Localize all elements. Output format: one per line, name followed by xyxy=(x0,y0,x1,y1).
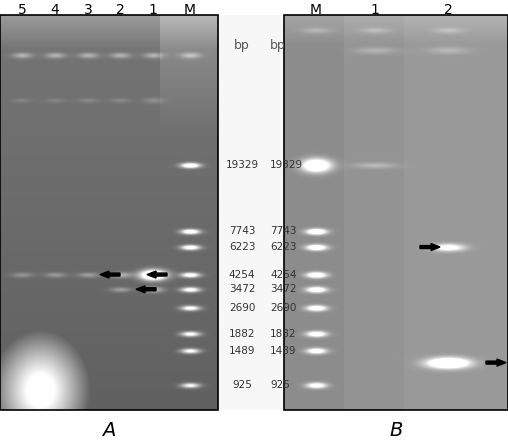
Polygon shape xyxy=(100,271,120,278)
Text: bp: bp xyxy=(234,38,250,52)
Text: 2690: 2690 xyxy=(229,303,255,313)
Text: 2690: 2690 xyxy=(270,303,296,313)
Text: 19329: 19329 xyxy=(270,160,303,170)
Text: 3: 3 xyxy=(84,3,92,17)
Text: 19329: 19329 xyxy=(226,160,259,170)
Text: 1489: 1489 xyxy=(270,346,297,355)
Text: 1882: 1882 xyxy=(270,329,297,339)
Text: 5: 5 xyxy=(18,3,26,17)
Text: 4254: 4254 xyxy=(229,269,255,280)
Text: 7743: 7743 xyxy=(229,226,255,236)
Bar xyxy=(0,15,218,410)
Text: 925: 925 xyxy=(270,380,290,390)
Polygon shape xyxy=(420,243,440,250)
Text: bp: bp xyxy=(270,38,285,52)
Text: A: A xyxy=(102,421,116,440)
Text: 2: 2 xyxy=(443,3,453,17)
Polygon shape xyxy=(136,286,156,293)
Text: 1: 1 xyxy=(370,3,379,17)
Text: 1: 1 xyxy=(148,3,157,17)
Text: 925: 925 xyxy=(232,380,252,390)
Text: 4254: 4254 xyxy=(270,269,297,280)
Polygon shape xyxy=(147,271,167,278)
Text: M: M xyxy=(184,3,196,17)
Polygon shape xyxy=(486,359,506,366)
Text: 7743: 7743 xyxy=(270,226,297,236)
Text: 3472: 3472 xyxy=(229,284,255,294)
Text: 2: 2 xyxy=(116,3,124,17)
Text: 6223: 6223 xyxy=(270,242,297,252)
Text: B: B xyxy=(389,421,403,440)
Bar xyxy=(284,15,508,410)
Text: M: M xyxy=(310,3,322,17)
Text: 6223: 6223 xyxy=(229,242,255,252)
Text: 1489: 1489 xyxy=(229,346,255,355)
Text: 1882: 1882 xyxy=(229,329,255,339)
Text: 4: 4 xyxy=(51,3,59,17)
Text: 3472: 3472 xyxy=(270,284,297,294)
